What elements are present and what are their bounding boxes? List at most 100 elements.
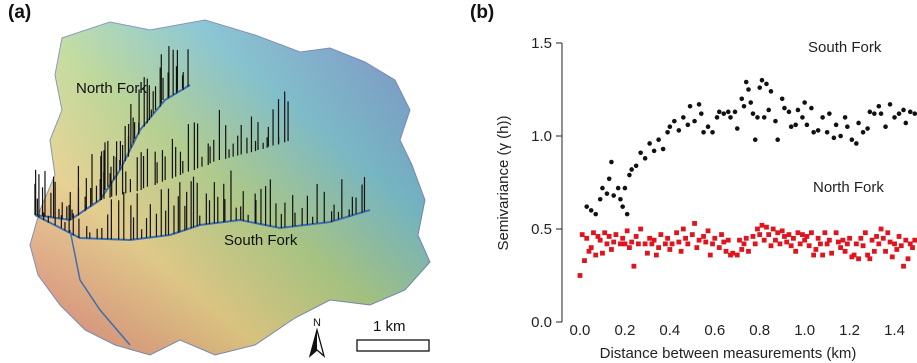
data-point-south-fork — [725, 109, 731, 115]
data-point-north-fork — [894, 247, 900, 252]
data-point-north-fork — [808, 230, 814, 236]
x-tick-label: 0.6 — [704, 322, 725, 339]
data-point-south-fork — [815, 128, 821, 133]
data-point-north-fork — [588, 245, 594, 250]
data-point-north-fork — [835, 239, 841, 245]
data-point-north-fork — [577, 273, 583, 278]
north-fork-label: North Fork — [76, 80, 147, 97]
data-point-north-fork — [896, 234, 902, 239]
data-point-north-fork — [696, 237, 702, 243]
data-point-south-fork — [593, 211, 599, 217]
data-point-north-fork — [757, 232, 763, 237]
data-point-north-fork — [579, 232, 585, 237]
y-axis-title: Semivariance (γ (h)) — [495, 115, 512, 250]
data-point-south-fork — [687, 103, 693, 109]
data-point-north-fork — [878, 226, 884, 232]
data-point-north-fork — [741, 241, 747, 247]
data-point-south-fork — [800, 115, 805, 120]
data-point-south-fork — [609, 159, 614, 165]
x-tick-label: 0.0 — [570, 322, 591, 339]
data-point-south-fork — [696, 102, 702, 107]
data-point-north-fork — [631, 263, 637, 269]
data-point-north-fork — [705, 228, 711, 234]
data-point-north-fork — [768, 243, 774, 249]
data-point-south-fork — [838, 133, 843, 139]
data-point-north-fork — [777, 241, 783, 247]
data-point-south-fork — [809, 105, 814, 111]
data-point-south-fork — [854, 141, 859, 146]
data-point-north-fork — [649, 241, 655, 247]
data-point-south-fork — [606, 176, 612, 182]
data-point-south-fork — [872, 111, 877, 116]
data-point-north-fork — [865, 252, 870, 258]
north-arrow-icon: N — [308, 317, 326, 358]
data-point-south-fork — [786, 109, 792, 115]
south-fork-label: South Fork — [224, 232, 298, 249]
data-point-south-fork — [629, 167, 634, 172]
data-point-north-fork — [707, 252, 713, 258]
data-point-north-fork — [656, 245, 662, 250]
data-point-north-fork — [629, 239, 635, 245]
data-point-north-fork — [885, 230, 891, 236]
data-point-south-fork — [600, 185, 605, 191]
data-point-north-fork — [847, 235, 852, 241]
scale-bar-label: 1 km — [373, 318, 406, 335]
data-point-south-fork — [620, 204, 625, 209]
x-tick-label: 1.2 — [839, 322, 860, 339]
data-point-north-fork — [889, 254, 895, 260]
data-point-north-fork — [761, 237, 767, 243]
data-point-south-fork — [883, 124, 888, 129]
data-point-north-fork — [595, 234, 601, 239]
data-point-south-fork — [624, 211, 630, 217]
data-point-north-fork — [811, 252, 817, 258]
chart-axes — [556, 42, 563, 323]
data-point-south-fork — [656, 137, 661, 143]
data-point-south-fork — [856, 120, 861, 126]
data-point-north-fork — [604, 241, 610, 247]
data-point-south-fork — [714, 115, 720, 120]
y-tick-labels: 0.0 0.5 1.0 1.5 — [531, 35, 552, 331]
data-point-south-fork — [732, 109, 738, 115]
x-tick-label: 1.4 — [884, 322, 905, 339]
data-point-north-fork — [856, 256, 861, 262]
hillshade-overlay — [30, 20, 430, 355]
data-point-north-fork — [800, 232, 805, 237]
data-point-south-fork — [667, 124, 673, 129]
data-point-north-fork — [584, 235, 590, 241]
data-point-south-fork — [782, 105, 787, 111]
data-point-south-fork — [892, 115, 897, 120]
data-point-north-fork — [851, 252, 857, 258]
data-point-south-fork — [692, 118, 697, 124]
data-point-north-fork — [901, 263, 906, 269]
data-point-south-fork — [746, 87, 751, 92]
data-point-north-fork — [813, 247, 819, 252]
data-point-south-fork — [642, 156, 648, 161]
series-label-north-fork: North Fork — [813, 179, 884, 196]
data-point-north-fork — [739, 247, 745, 252]
data-point-south-fork — [741, 103, 747, 109]
data-point-south-fork — [743, 79, 749, 85]
data-point-north-fork — [750, 234, 756, 239]
data-point-south-fork — [748, 100, 754, 105]
data-point-north-fork — [651, 237, 657, 243]
data-point-north-fork — [824, 241, 830, 247]
data-point-north-fork — [755, 226, 760, 232]
data-point-north-fork — [611, 239, 617, 245]
y-tick-label: 0.0 — [531, 314, 552, 331]
data-point-south-fork — [638, 150, 643, 156]
data-point-south-fork — [849, 137, 855, 143]
data-point-north-fork — [662, 241, 668, 247]
data-point-south-fork — [811, 129, 816, 135]
data-point-south-fork — [845, 124, 850, 129]
data-point-south-fork — [757, 85, 763, 90]
data-point-south-fork — [716, 109, 722, 115]
data-point-south-fork — [734, 126, 740, 131]
data-point-south-fork — [750, 111, 756, 116]
data-point-south-fork — [647, 141, 652, 146]
series-label-south-fork: South Fork — [808, 39, 882, 56]
data-point-north-fork — [874, 234, 879, 239]
data-point-south-fork — [761, 115, 767, 120]
data-point-north-fork — [910, 245, 915, 250]
data-point-north-fork — [759, 222, 765, 228]
data-point-north-fork — [842, 248, 848, 254]
